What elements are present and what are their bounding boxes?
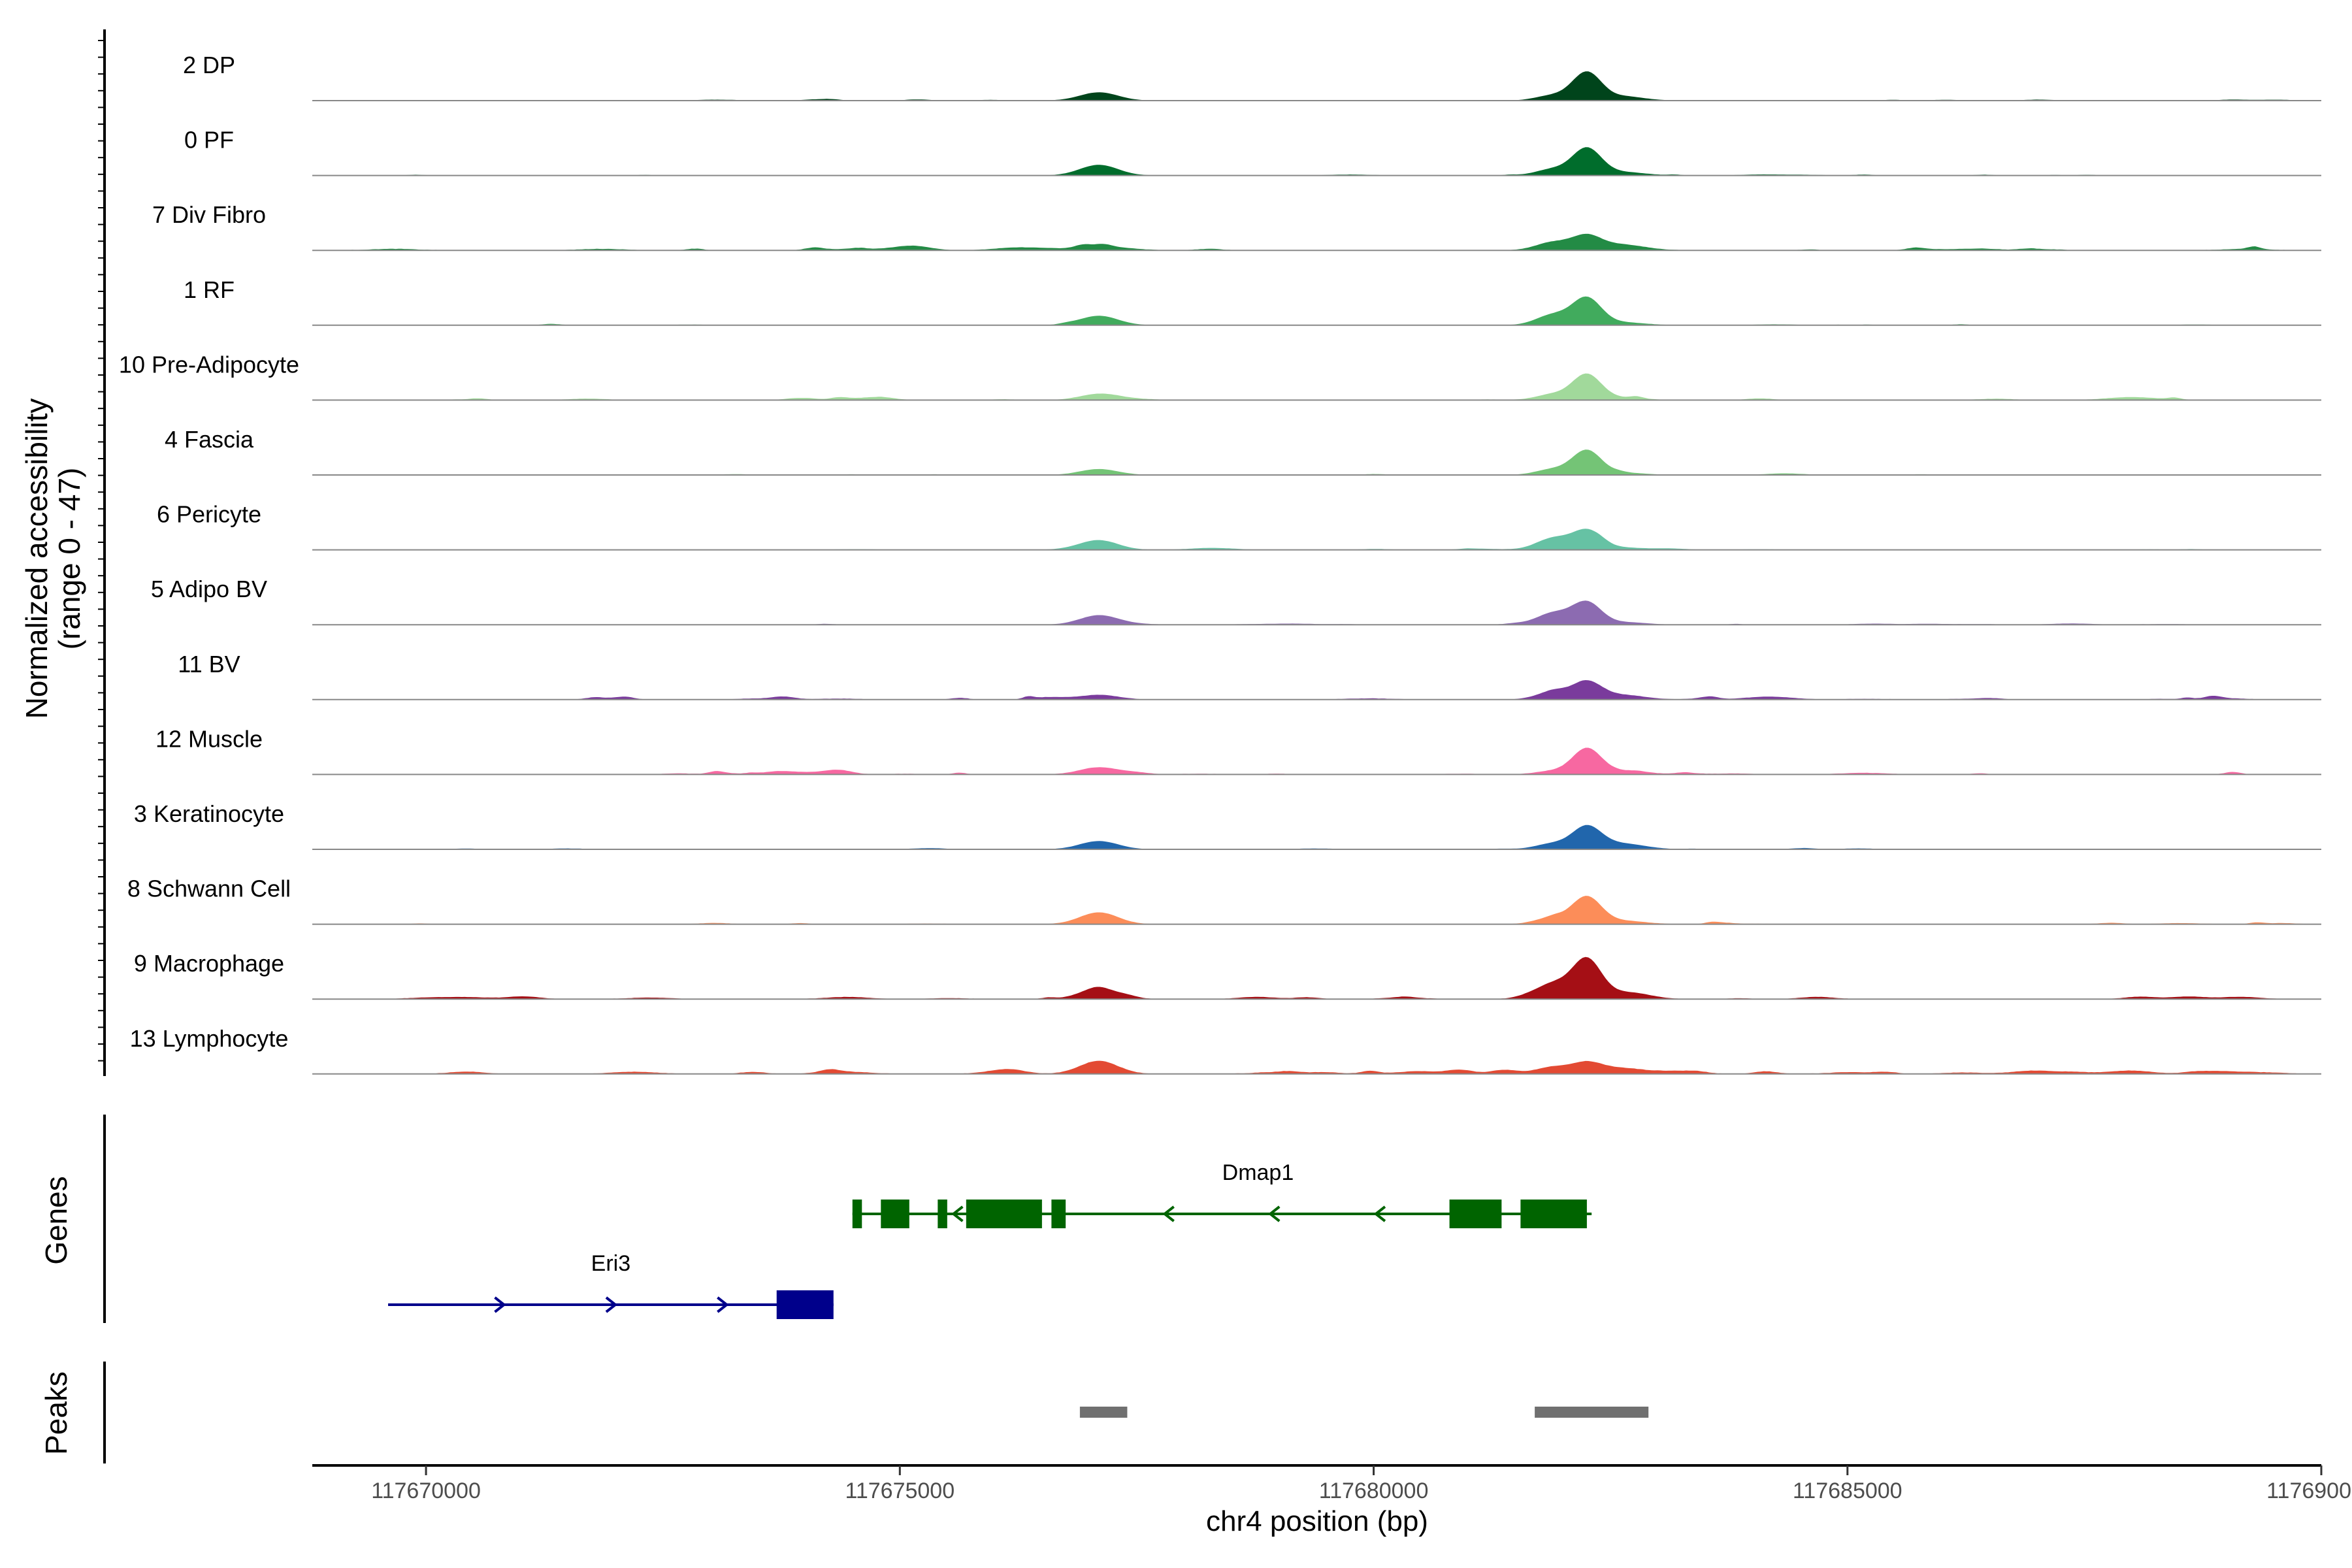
coverage-area-8-schwann-cell xyxy=(312,896,2321,924)
y-axis-title: Normalized accessibility (range 0 - 47) xyxy=(20,399,86,719)
x-axis-title: chr4 position (bp) xyxy=(1206,1505,1428,1537)
track-2-dp: 2 DP xyxy=(183,52,2321,101)
y-axis-title-range: (range 0 - 47) xyxy=(52,468,86,650)
gene-exon xyxy=(881,1200,909,1228)
coverage-area-3-keratinocyte xyxy=(312,825,2321,849)
peak-track xyxy=(1079,1407,1649,1418)
gene-exon xyxy=(1520,1200,1587,1228)
coverage-tracks: 2 DP 0 PF 7 Div Fibro 1 RF 10 Pre-Adipocyte 4… xyxy=(119,52,2321,1075)
track-label: 13 Lymphocyte xyxy=(130,1025,289,1052)
gene-strand-chevron xyxy=(951,1205,964,1222)
track-13-lymphocyte: 13 Lymphocyte xyxy=(130,1025,2321,1075)
x-tick-label: 117680000 xyxy=(1319,1478,1429,1503)
track-5-adipo-bv: 5 Adipo BV xyxy=(151,576,2321,626)
track-label: 5 Adipo BV xyxy=(151,576,267,602)
track-label: 6 Pericyte xyxy=(157,501,261,528)
peak-region xyxy=(1535,1407,1649,1418)
gene-strand-chevron xyxy=(1162,1205,1175,1222)
gene-exon xyxy=(1449,1200,1502,1228)
track-11-bv: 11 BV xyxy=(178,651,2321,700)
track-label: 11 BV xyxy=(178,651,240,678)
track-3-keratinocyte: 3 Keratinocyte xyxy=(134,800,2321,850)
gene-exon xyxy=(966,1200,1042,1228)
gene-exon xyxy=(852,1200,862,1228)
x-tick-label: 117685000 xyxy=(1793,1478,1903,1503)
track-label: 9 Macrophage xyxy=(134,950,284,977)
gene-eri3: Eri3 xyxy=(388,1251,834,1319)
track-4-fascia: 4 Fascia xyxy=(165,426,2321,476)
gene-label: Eri3 xyxy=(591,1251,630,1276)
track-label: 0 PF xyxy=(184,127,234,154)
coverage-area-7-div-fibro xyxy=(312,233,2321,251)
gene-strand-chevron xyxy=(717,1296,729,1313)
y-axis xyxy=(98,29,106,1076)
x-tick-label: 117675000 xyxy=(845,1478,955,1503)
track-8-schwann-cell: 8 Schwann Cell xyxy=(127,875,2321,925)
gene-exon xyxy=(938,1200,947,1228)
track-7-div-fibro: 7 Div Fibro xyxy=(152,201,2321,252)
coverage-area-6-pericyte xyxy=(312,529,2321,550)
coverage-area-10-pre-adipocyte xyxy=(312,373,2321,400)
coverage-area-9-macrophage xyxy=(312,956,2321,1000)
track-label: 2 DP xyxy=(183,52,235,78)
x-tick-label: 117670000 xyxy=(371,1478,481,1503)
peaks-panel-title: Peaks xyxy=(39,1371,73,1455)
gene-exon xyxy=(776,1290,834,1319)
peak-region xyxy=(1079,1407,1128,1418)
track-6-pericyte: 6 Pericyte xyxy=(157,501,2321,551)
gene-dmap1: Dmap1 xyxy=(852,1160,1592,1228)
coverage-area-4-fascia xyxy=(312,449,2321,475)
coverage-area-1-rf xyxy=(312,296,2321,325)
track-label: 8 Schwann Cell xyxy=(127,875,291,902)
x-axis: 117670000 117675000 117680000 117685000 1176… xyxy=(312,1464,2352,1503)
coverage-area-5-adipo-bv xyxy=(312,600,2321,625)
track-label: 7 Div Fibro xyxy=(152,201,266,228)
coverage-area-11-bv xyxy=(312,680,2321,700)
x-tick-label: 117690000 xyxy=(2266,1478,2352,1503)
track-label: 10 Pre-Adipocyte xyxy=(119,351,299,378)
gene-exon xyxy=(1051,1200,1066,1228)
track-label: 12 Muscle xyxy=(155,725,263,752)
track-0-pf: 0 PF xyxy=(184,127,2321,176)
coverage-area-2-dp xyxy=(312,71,2321,101)
track-12-muscle: 12 Muscle xyxy=(155,725,2321,776)
genes-panel-title: Genes xyxy=(39,1176,73,1265)
gene-strand-chevron xyxy=(494,1296,506,1313)
track-label: 3 Keratinocyte xyxy=(134,800,284,827)
gene-strand-chevron xyxy=(1268,1205,1281,1222)
track-10-pre-adipocyte: 10 Pre-Adipocyte xyxy=(119,351,2321,401)
gene-track: Dmap1 Eri3 xyxy=(388,1160,1592,1319)
coverage-area-0-pf xyxy=(312,147,2321,176)
y-axis-title-main: Normalized accessibility xyxy=(20,399,54,719)
gene-label: Dmap1 xyxy=(1222,1160,1294,1185)
track-1-rf: 1 RF xyxy=(184,276,2321,326)
coverage-area-13-lymphocyte xyxy=(312,1060,2321,1074)
coverage-area-12-muscle xyxy=(312,747,2321,775)
track-9-macrophage: 9 Macrophage xyxy=(134,950,2321,1000)
track-label: 1 RF xyxy=(184,276,235,303)
gene-strand-chevron xyxy=(605,1296,618,1313)
gene-strand-chevron xyxy=(1373,1205,1386,1222)
track-label: 4 Fascia xyxy=(165,426,254,453)
